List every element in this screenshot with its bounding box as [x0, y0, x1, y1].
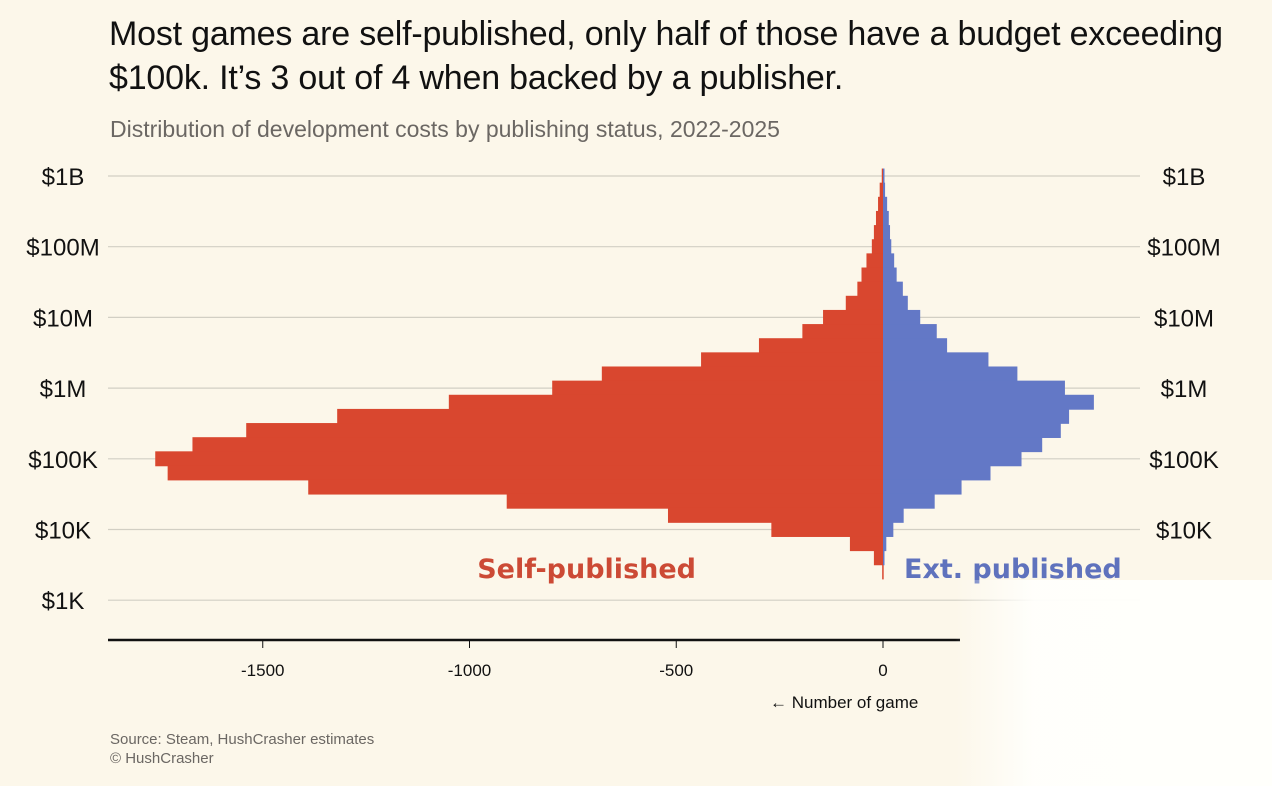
bar-ext-published [883, 522, 894, 537]
copyright-text: © HushCrasher [110, 750, 214, 767]
bar-self-published [167, 465, 883, 481]
bar-ext-published [883, 295, 908, 311]
bar-ext-published [883, 451, 1022, 467]
y-tick-label-left: $100M [26, 235, 99, 262]
bar-self-published [849, 536, 883, 552]
bar-ext-published [883, 507, 904, 523]
bar-ext-published [883, 281, 903, 297]
bar-self-published [823, 309, 883, 325]
y-tick-label-left: $10M [33, 305, 93, 332]
x-axis-ticks: -1500 -1000 -500 0 [241, 641, 888, 680]
bar-self-published [866, 253, 883, 269]
y-tick-label-left: $10K [35, 518, 91, 545]
x-axis-title: ← Number of game [770, 693, 918, 712]
bar-self-published [701, 352, 883, 368]
y-tick-label-right: $1B [1163, 164, 1206, 191]
x-tick-label: -1000 [448, 661, 491, 680]
bar-self-published [308, 479, 883, 495]
bar-self-published [802, 324, 883, 340]
bar-self-published [871, 239, 883, 255]
bar-self-published [873, 550, 883, 566]
bar-self-published [879, 182, 883, 198]
bar-ext-published [883, 253, 895, 269]
chart-subtitle: Distribution of development costs by pub… [110, 116, 780, 142]
bar-self-published [881, 168, 884, 184]
bar-self-published [882, 564, 884, 580]
bar-ext-published [883, 366, 1018, 382]
y-tick-label-left: $100K [28, 447, 97, 474]
y-tick-label-right: $100K [1149, 447, 1218, 474]
bar-ext-published [883, 338, 948, 354]
bar-ext-published [883, 352, 989, 368]
x-tick-label: 0 [878, 661, 887, 680]
bar-ext-published [883, 493, 935, 509]
bar-self-published [861, 267, 883, 283]
bar-self-published [192, 437, 883, 453]
bar-ext-published [883, 168, 885, 184]
bars [155, 168, 1094, 580]
bar-ext-published [883, 394, 1094, 410]
bar-self-published [878, 196, 883, 212]
bar-ext-published [883, 267, 897, 283]
bar-ext-published [883, 408, 1070, 424]
y-axis-left: $1B $100M $10M $1M $100K $10K $1K [26, 164, 99, 615]
bar-self-published [448, 394, 883, 410]
bar-ext-published [883, 437, 1043, 453]
y-tick-label-right: $1M [1161, 376, 1208, 403]
bar-ext-published [883, 324, 937, 340]
chart-title: Most games are self-published, only half… [109, 15, 1223, 97]
bar-ext-published [883, 550, 885, 566]
y-tick-label-right: $100M [1147, 235, 1220, 262]
bar-self-published [552, 380, 883, 396]
x-tick-label: -1500 [241, 661, 284, 680]
bar-ext-published [883, 479, 962, 495]
y-tick-label-right: $10K [1156, 518, 1212, 545]
bar-ext-published [883, 210, 889, 226]
bar-self-published [155, 451, 884, 467]
y-tick-label-left: $1B [42, 164, 85, 191]
bar-self-published [875, 210, 883, 226]
y-tick-label-right: $10M [1154, 305, 1214, 332]
bar-ext-published [883, 380, 1065, 396]
bar-ext-published [883, 423, 1061, 438]
bar-ext-published [883, 196, 888, 212]
bar-ext-published [883, 239, 892, 255]
bar-self-published [873, 225, 883, 241]
bar-ext-published [883, 225, 891, 241]
bar-self-published [506, 493, 883, 509]
y-axis-right: $1B $100M $10M $1M $100K $10K [1147, 164, 1220, 545]
bar-self-published [667, 507, 883, 523]
bar-self-published [601, 366, 883, 382]
bar-ext-published [883, 182, 886, 198]
y-tick-label-left: $1K [42, 588, 85, 615]
x-tick-label: -500 [659, 661, 693, 680]
bar-self-published [857, 281, 883, 297]
bar-ext-published [883, 465, 991, 481]
bar-ext-published [883, 536, 887, 552]
source-text: Source: Steam, HushCrasher estimates [110, 731, 375, 748]
bar-self-published [845, 295, 883, 311]
bar-self-published [758, 338, 883, 354]
source-note: Source: Steam, HushCrasher estimates © H… [110, 730, 374, 768]
bar-ext-published [883, 309, 921, 325]
label-ext-published: Ext. published [904, 554, 1122, 585]
label-self-published: Self-published [477, 554, 696, 585]
bar-self-published [337, 408, 883, 424]
obscured-region [955, 580, 1272, 786]
y-tick-label-left: $1M [40, 376, 87, 403]
bar-self-published [771, 522, 883, 537]
bar-self-published [246, 423, 883, 438]
